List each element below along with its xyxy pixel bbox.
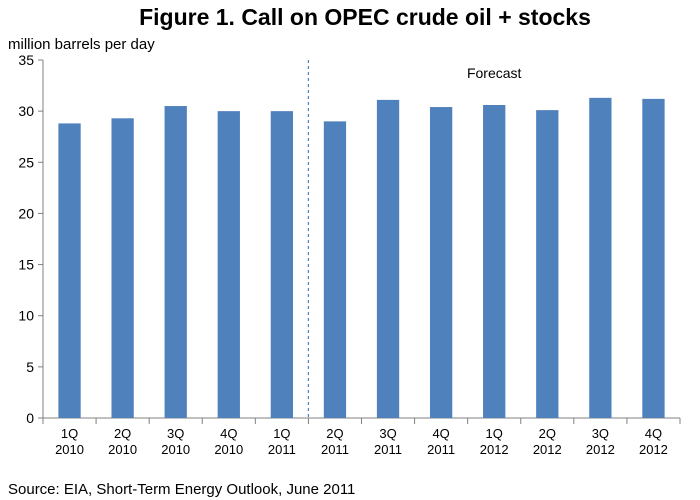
x-tick-label: 3Q xyxy=(379,426,396,441)
bar xyxy=(164,106,187,419)
x-tick-label: 2Q xyxy=(114,426,131,441)
bar xyxy=(270,111,294,419)
x-tick-label: 2010 xyxy=(214,442,243,457)
bar xyxy=(217,111,240,419)
x-tick-label: 2Q xyxy=(539,426,556,441)
x-tick-label: 2010 xyxy=(55,442,84,457)
y-tick-label: 10 xyxy=(18,308,34,324)
x-tick-label: 4Q xyxy=(645,426,662,441)
bar xyxy=(642,98,665,419)
bar xyxy=(429,107,453,419)
bar xyxy=(536,110,559,419)
x-tick-label: 2011 xyxy=(427,442,455,457)
x-tick-label: 2012 xyxy=(533,442,562,457)
source-note: Source: EIA, Short-Term Energy Outlook, … xyxy=(8,481,355,498)
bar xyxy=(589,97,612,419)
bar xyxy=(483,105,506,419)
x-tick-label: 4Q xyxy=(220,426,237,441)
x-tick-label: 1Q xyxy=(273,426,290,441)
bar xyxy=(58,123,81,418)
bar xyxy=(111,118,134,418)
x-tick-label: 2012 xyxy=(639,442,668,457)
x-tick-label: 1Q xyxy=(486,426,503,441)
y-tick-label: 20 xyxy=(18,205,34,221)
x-tick-label: 2011 xyxy=(321,442,349,457)
chart-title: Figure 1. Call on OPEC crude oil + stock… xyxy=(139,4,591,30)
plot-area: 051015202530351Q20102Q20103Q20104Q20101Q… xyxy=(18,52,681,457)
x-tick-label: 2011 xyxy=(374,442,402,457)
forecast-label: Forecast xyxy=(467,65,522,81)
y-tick-label: 30 xyxy=(18,103,34,119)
y-axis-label: million barrels per day xyxy=(8,36,155,53)
y-tick-label: 25 xyxy=(18,154,34,170)
y-tick-label: 35 xyxy=(18,52,34,68)
x-tick-label: 3Q xyxy=(167,426,184,441)
x-tick-label: 2010 xyxy=(108,442,137,457)
x-tick-label: 1Q xyxy=(61,426,78,441)
x-tick-label: 2012 xyxy=(480,442,509,457)
y-tick-label: 5 xyxy=(26,359,34,375)
bar xyxy=(376,99,400,419)
x-tick-label: 2012 xyxy=(586,442,615,457)
x-tick-label: 3Q xyxy=(592,426,609,441)
y-tick-label: 0 xyxy=(26,410,34,426)
bar xyxy=(323,121,347,418)
x-tick-label: 2011 xyxy=(268,442,296,457)
x-tick-label: 2010 xyxy=(161,442,190,457)
x-tick-label: 4Q xyxy=(432,426,449,441)
x-tick-label: 2Q xyxy=(326,426,343,441)
y-tick-label: 15 xyxy=(18,257,34,273)
